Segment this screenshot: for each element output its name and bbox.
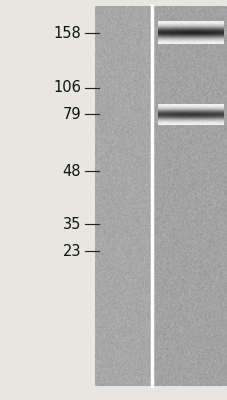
Text: 106: 106 <box>53 80 81 95</box>
Text: 48: 48 <box>62 164 81 179</box>
Text: 79: 79 <box>62 107 81 122</box>
Text: 23: 23 <box>62 244 81 259</box>
Text: 35: 35 <box>62 217 81 232</box>
Text: 158: 158 <box>53 26 81 41</box>
